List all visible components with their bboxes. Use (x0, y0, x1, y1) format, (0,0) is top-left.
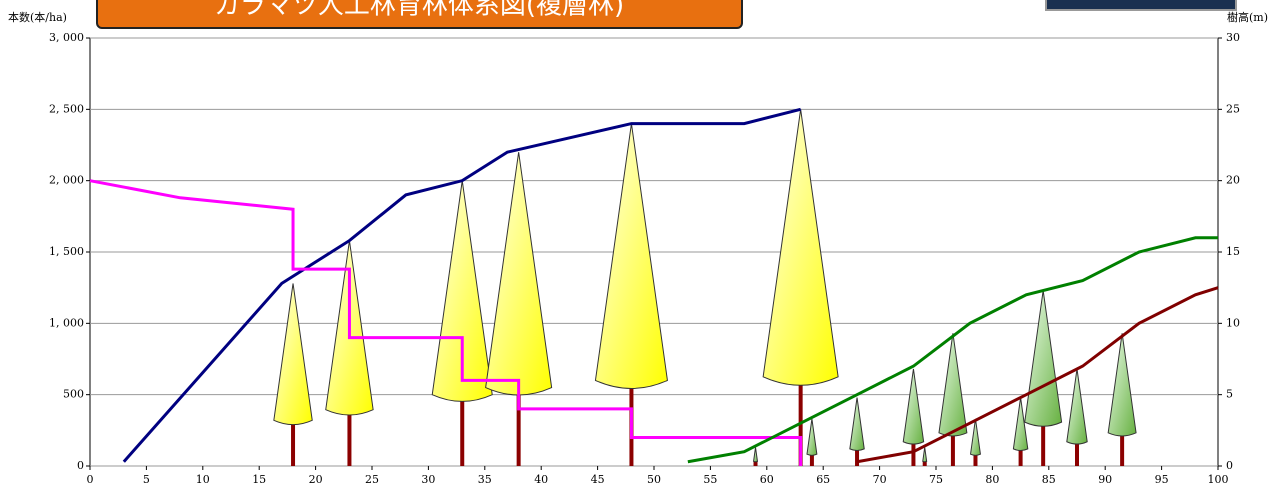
y2-tick-label: 10 (1226, 316, 1240, 329)
tree-crown (1025, 291, 1062, 427)
y2-tick-label: 30 (1226, 31, 1240, 44)
x-tick-label: 45 (591, 473, 605, 486)
tree-crown (763, 109, 838, 385)
x-tick-label: 55 (703, 473, 717, 486)
x-tick-label: 35 (478, 473, 492, 486)
x-tick-label: 5 (143, 473, 150, 486)
tree-crown (939, 333, 967, 436)
tree-crown (1013, 398, 1027, 451)
x-tick-label: 100 (1208, 473, 1229, 486)
chart-title: カラマツ人工林育林体系図(複層林) (214, 0, 624, 21)
x-tick-label: 75 (929, 473, 943, 486)
y2-tick-label: 15 (1226, 245, 1240, 258)
tree-crown (807, 419, 817, 455)
x-tick-label: 65 (816, 473, 830, 486)
tree-crown (850, 398, 864, 451)
y2-tick-label: 25 (1226, 102, 1240, 115)
tree-crown (923, 447, 927, 461)
tree-crown (1067, 369, 1087, 444)
x-tick-label: 40 (534, 473, 548, 486)
x-tick-label: 20 (309, 473, 323, 486)
tree-crown (903, 369, 923, 444)
x-tick-label: 80 (985, 473, 999, 486)
y-tick-label: 500 (63, 388, 84, 401)
x-tick-label: 50 (647, 473, 661, 486)
y-tick-label: 2, 500 (49, 102, 84, 115)
tree-crown (486, 152, 552, 395)
y2-tick-label: 5 (1226, 388, 1233, 401)
y-tick-label: 0 (77, 459, 84, 472)
tree-crown (274, 283, 312, 424)
chart: カラマツ人工林育林体系図(複層林) 本数(本/ha) 樹高(m) 05001, … (0, 0, 1286, 490)
corner-box (1046, 0, 1236, 10)
x-tick-label: 90 (1098, 473, 1112, 486)
y2-tick-label: 20 (1226, 174, 1240, 187)
y-tick-label: 3, 000 (49, 31, 84, 44)
tree-crown (971, 419, 981, 455)
x-tick-label: 15 (252, 473, 266, 486)
x-tick-label: 70 (873, 473, 887, 486)
tree-crown (1108, 333, 1136, 436)
x-tick-label: 0 (87, 473, 94, 486)
y2-axis-label: 樹高(m) (1227, 10, 1268, 24)
y-tick-label: 2, 000 (49, 174, 84, 187)
x-tick-label: 95 (1155, 473, 1169, 486)
x-tick-label: 10 (196, 473, 210, 486)
tree-crown (595, 124, 667, 389)
y-tick-label: 1, 500 (49, 245, 84, 258)
tree-crown (754, 447, 758, 461)
y-tick-label: 1, 000 (49, 316, 84, 329)
x-tick-label: 85 (1042, 473, 1056, 486)
y-axis-label: 本数(本/ha) (8, 10, 67, 24)
y2-tick-label: 0 (1226, 459, 1233, 472)
x-tick-label: 30 (421, 473, 435, 486)
x-tick-label: 25 (365, 473, 379, 486)
x-tick-label: 60 (760, 473, 774, 486)
